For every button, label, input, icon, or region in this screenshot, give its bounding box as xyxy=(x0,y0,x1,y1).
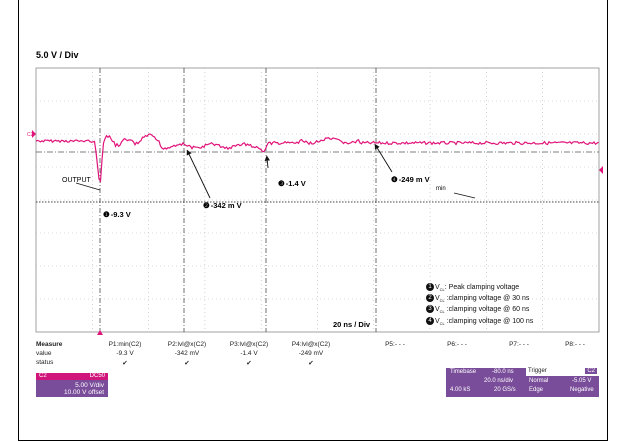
annotation-3: ❸-1.4 V xyxy=(278,179,306,188)
legend-item-2: 2 VCL :clamping voltage @ 30 ns xyxy=(426,294,533,305)
value-row-label: value xyxy=(36,350,52,357)
status-check-icon: ✔ xyxy=(122,360,128,367)
min-label: min xyxy=(436,186,446,192)
measure-header-row: Measure P1:min(C2) P2:lvl@x(C2) P3:lvl@x… xyxy=(36,341,599,350)
trigger-level-marker xyxy=(599,166,603,174)
timebase-rate: 20 GS/s xyxy=(494,387,516,393)
trigger-slope: Negative xyxy=(570,387,594,393)
param-name-p8[interactable]: P8:- - - xyxy=(565,341,585,348)
measure-title: Measure xyxy=(36,341,63,348)
arrow-3 xyxy=(264,155,270,169)
figure-frame xyxy=(18,0,608,441)
trigger-level: -5.05 V xyxy=(572,378,592,384)
trigger-type: Edge xyxy=(529,387,544,393)
status-check-icon: ✔ xyxy=(184,360,190,367)
timebase-label: Timebase xyxy=(450,369,477,375)
trigger-mode: Normal xyxy=(529,378,549,384)
output-pointer xyxy=(75,182,101,191)
timebase-tdiv: 20.0 ns/div xyxy=(484,378,514,384)
output-label: OUTPUT xyxy=(62,177,92,184)
volts-per-div-label: 5.0 V / Div xyxy=(36,50,79,60)
legend-item-4: 4 VCL :clamping voltage @ 100 ns xyxy=(426,316,533,328)
param-name-p2[interactable]: P2:lvl@x(C2) xyxy=(167,341,207,348)
trigger-label: Trigger xyxy=(528,368,547,374)
time-cursors xyxy=(99,68,377,332)
status-check-icon: ✔ xyxy=(246,360,252,367)
timebase-trigger-panel[interactable]: Timebase -80.0 ns 20.0 ns/div 4.00 kS 20… xyxy=(446,368,599,397)
measure-status-row: status ✔ ✔ ✔ ✔ xyxy=(36,359,599,368)
legend-item-1: 1 VCL: Peak clamping voltage xyxy=(426,283,533,294)
channel-offset: 10.00 V offset xyxy=(64,389,104,396)
status-row-label: status xyxy=(36,359,54,366)
arrow-4 xyxy=(374,143,393,173)
annotation-4: ❹-249 m V xyxy=(391,175,430,184)
grid-lines xyxy=(36,68,599,332)
timebase-samples: 4.00 kS xyxy=(450,387,471,393)
status-check-icon: ✔ xyxy=(308,360,314,367)
param-name-p5[interactable]: P5:- - - xyxy=(385,341,405,348)
param-name-p4[interactable]: P4:lvl@x(C2) xyxy=(291,341,331,348)
channel-tag: C2 xyxy=(27,132,34,138)
signal-trace xyxy=(35,133,599,183)
channel-coupling-badge: DC50 xyxy=(89,373,105,379)
min-pointer xyxy=(453,192,476,199)
channel-ground-marker xyxy=(32,130,36,138)
time-per-div-label: 20 ns / Div xyxy=(333,320,371,329)
arrow-2 xyxy=(186,149,211,199)
trigger-position-marker xyxy=(97,330,103,335)
param-name-p6[interactable]: P6:- - - xyxy=(447,341,467,348)
param-value-p1: -9.3 V xyxy=(116,350,134,357)
trigger-header: Trigger C2 xyxy=(526,368,599,376)
channel-vdiv: 5.00 V/div xyxy=(75,382,104,389)
param-name-p3[interactable]: P3:lvl@x(C2) xyxy=(229,341,269,348)
timebase-delay: -80.0 ns xyxy=(492,369,514,375)
param-value-p4: -249 mV xyxy=(298,350,324,357)
param-name-p7[interactable]: P7:- - - xyxy=(509,341,529,348)
legend: 1 VCL: Peak clamping voltage 2 VCL :clampi… xyxy=(426,283,533,328)
param-value-p2: -342 mV xyxy=(174,350,200,357)
channel-name: C2 xyxy=(39,373,47,379)
measure-value-row: value -9.3 V -342 mV -1.4 V -249 mV xyxy=(36,350,599,359)
legend-item-3: 3 VCL :clamping voltage @ 60 ns xyxy=(426,305,533,316)
channel-descriptor[interactable]: C2 DC50 5.00 V/div 10.00 V offset xyxy=(36,373,108,397)
annotation-2: ❷-342 m V xyxy=(203,201,242,210)
annotation-1: ❶-9.3 V xyxy=(103,210,131,219)
trigger-source-badge: C2 xyxy=(585,368,597,374)
channel-header: C2 DC50 xyxy=(36,373,108,380)
param-value-p3: -1.4 V xyxy=(240,350,258,357)
param-name-p1[interactable]: P1:min(C2) xyxy=(108,341,142,348)
